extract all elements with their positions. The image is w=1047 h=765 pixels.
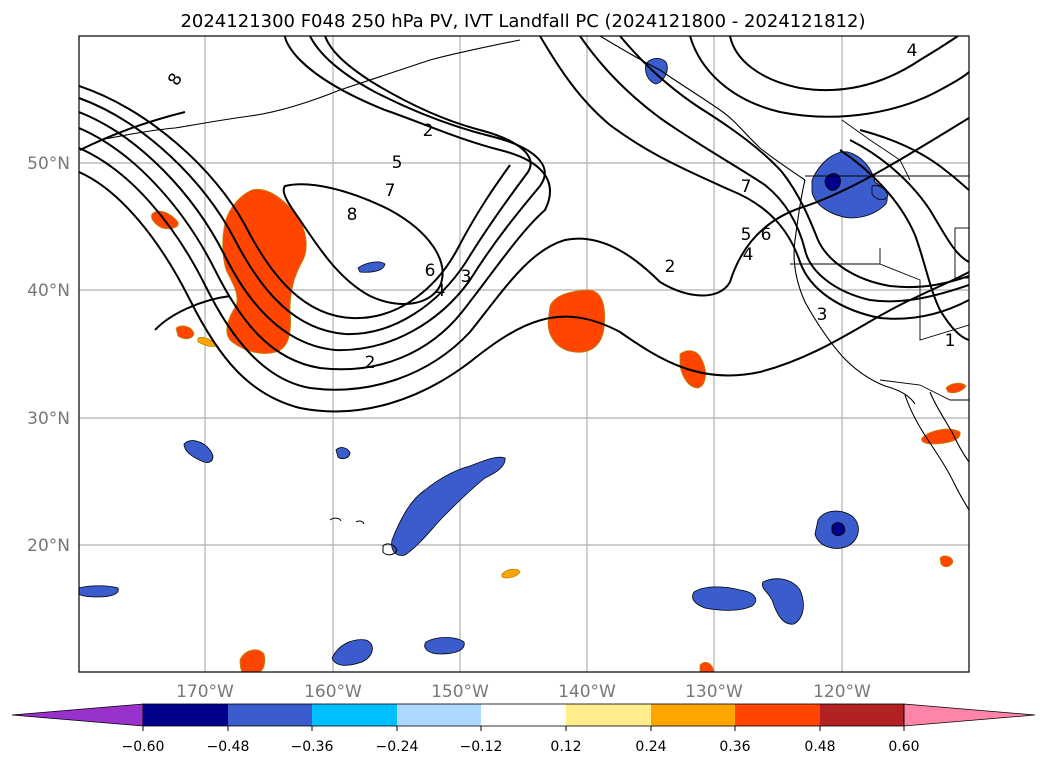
contour-label: 4: [435, 281, 446, 301]
lat-label: 50°N: [27, 154, 70, 174]
colorbar-outline: [142, 703, 905, 727]
pv-patch-nw-us-core: [824, 173, 841, 191]
colorbar-tick-label: −0.60: [122, 739, 165, 755]
map-panel: [79, 36, 969, 672]
colorbar-extend-right: [903, 703, 1036, 727]
lat-label: 40°N: [27, 281, 70, 301]
pv-patch-baja-core: [831, 522, 846, 536]
colorbar-tick-labels: −0.60 −0.48 −0.36 −0.24 −0.12 0.12 0.24 …: [122, 739, 920, 755]
coast-west-us: [793, 179, 916, 405]
colorbar-segment: [397, 704, 481, 726]
lon-label: 170°W: [176, 682, 234, 702]
contour-labels: 8 2 5 7 8 6 4 3 2 2 7 5 6 4 3 4 1: [164, 41, 955, 373]
pv-patch-central-pacific-large: [222, 188, 307, 354]
longitude-labels: 170°W 160°W 150°W 140°W 130°W 120°W: [176, 682, 871, 702]
colorbar-tick-label: −0.36: [291, 739, 334, 755]
colorbar: −0.60 −0.48 −0.36 −0.24 −0.12 0.12 0.24 …: [11, 703, 1036, 755]
lon-label: 130°W: [685, 682, 743, 702]
colorbar-ticks: [142, 726, 905, 731]
coastlines: [79, 36, 969, 511]
political-borders: [790, 119, 969, 401]
colorbar-tick-label: 0.48: [804, 739, 835, 755]
colorbar-tick-label: 0.36: [719, 739, 750, 755]
colorbar-tick-label: −0.24: [376, 739, 419, 755]
pv-patch-small-1: [183, 440, 214, 463]
colorbar-segment: [566, 704, 651, 726]
contour-label: 6: [425, 261, 436, 281]
colorbar-extend-left: [11, 703, 144, 727]
pv-patch-small-4: [871, 185, 889, 200]
contour-label: 4: [907, 41, 918, 61]
pv-patch-coast-orange: [945, 382, 967, 394]
pv-patch-east-pacific: [679, 350, 706, 389]
colorbar-tick-label: −0.12: [460, 739, 503, 755]
lon-label: 150°W: [431, 682, 489, 702]
lat-label: 20°N: [27, 536, 70, 556]
contour-label: 6: [761, 225, 772, 245]
lat-label: 30°N: [27, 409, 70, 429]
colorbar-segment: [312, 704, 397, 726]
negative-pv-patches: [79, 58, 889, 666]
contour-label: 4: [743, 245, 754, 265]
pv-patch-small-mid: [501, 568, 521, 579]
pv-patch-south-3: [331, 639, 373, 666]
coast-alaska: [79, 36, 521, 141]
colorbar-segment: [735, 704, 820, 726]
colorbar-segment: [651, 704, 735, 726]
map-frame: [78, 35, 970, 673]
lon-label: 140°W: [558, 682, 616, 702]
positive-pv-patches: [151, 188, 967, 672]
pv-patch-south-4: [424, 637, 465, 655]
pv-patch-small-3: [335, 447, 351, 460]
colorbar-segment: [481, 704, 566, 726]
contour-label: 7: [385, 181, 396, 201]
colorbar-tick-label: −0.48: [207, 739, 250, 755]
lon-label: 160°W: [304, 682, 362, 702]
pv-patch-south-1: [692, 586, 757, 611]
pv-patch-south-2: [761, 578, 804, 625]
pv-contours: [79, 36, 969, 413]
latitude-labels: 50°N 40°N 30°N 20°N: [27, 154, 70, 556]
pv-patch-mex-orange: [939, 555, 954, 568]
colorbar-segment: [143, 704, 228, 726]
contour-label: 3: [461, 267, 472, 287]
pv-patch-west-edge: [79, 585, 119, 598]
colorbar-tick-label: 0.12: [550, 739, 581, 755]
colorbar-segment: [820, 704, 904, 726]
contour-label: 8: [347, 205, 358, 225]
colorbar-segment: [228, 704, 312, 726]
contour-label: 7: [741, 177, 752, 197]
coast-alaska-panhandle: [599, 36, 806, 181]
hawaii-islands: [329, 517, 398, 556]
colorbar-tick-label: 0.24: [635, 739, 666, 755]
contour-label: 2: [665, 257, 676, 277]
coast-baja: [904, 394, 969, 511]
pv-patch-central-pacific-mid: [547, 289, 606, 353]
contour-label: 5: [741, 225, 752, 245]
pv-patch-small-2: [357, 261, 386, 273]
contour-label: 2: [365, 353, 376, 373]
coast-baja-inner: [929, 391, 969, 463]
contour-label: 3: [817, 305, 828, 325]
pv-patch-hawaii-chain: [391, 456, 506, 556]
pv-patch-south-small: [699, 661, 715, 672]
pv-patch-baja-orange: [921, 428, 961, 445]
pv-patch-south-edge: [239, 649, 266, 672]
contour-label: 5: [392, 153, 403, 173]
contour-label: 1: [945, 331, 956, 351]
pv-patch-small-w2: [175, 325, 195, 340]
colorbar-tick-label: 0.60: [888, 739, 919, 755]
lon-label: 120°W: [813, 682, 871, 702]
gridlines: [79, 36, 969, 672]
figure-title: 2024121300 F048 250 hPa PV, IVT Landfall…: [180, 11, 865, 32]
contour-label: 2: [423, 121, 434, 141]
